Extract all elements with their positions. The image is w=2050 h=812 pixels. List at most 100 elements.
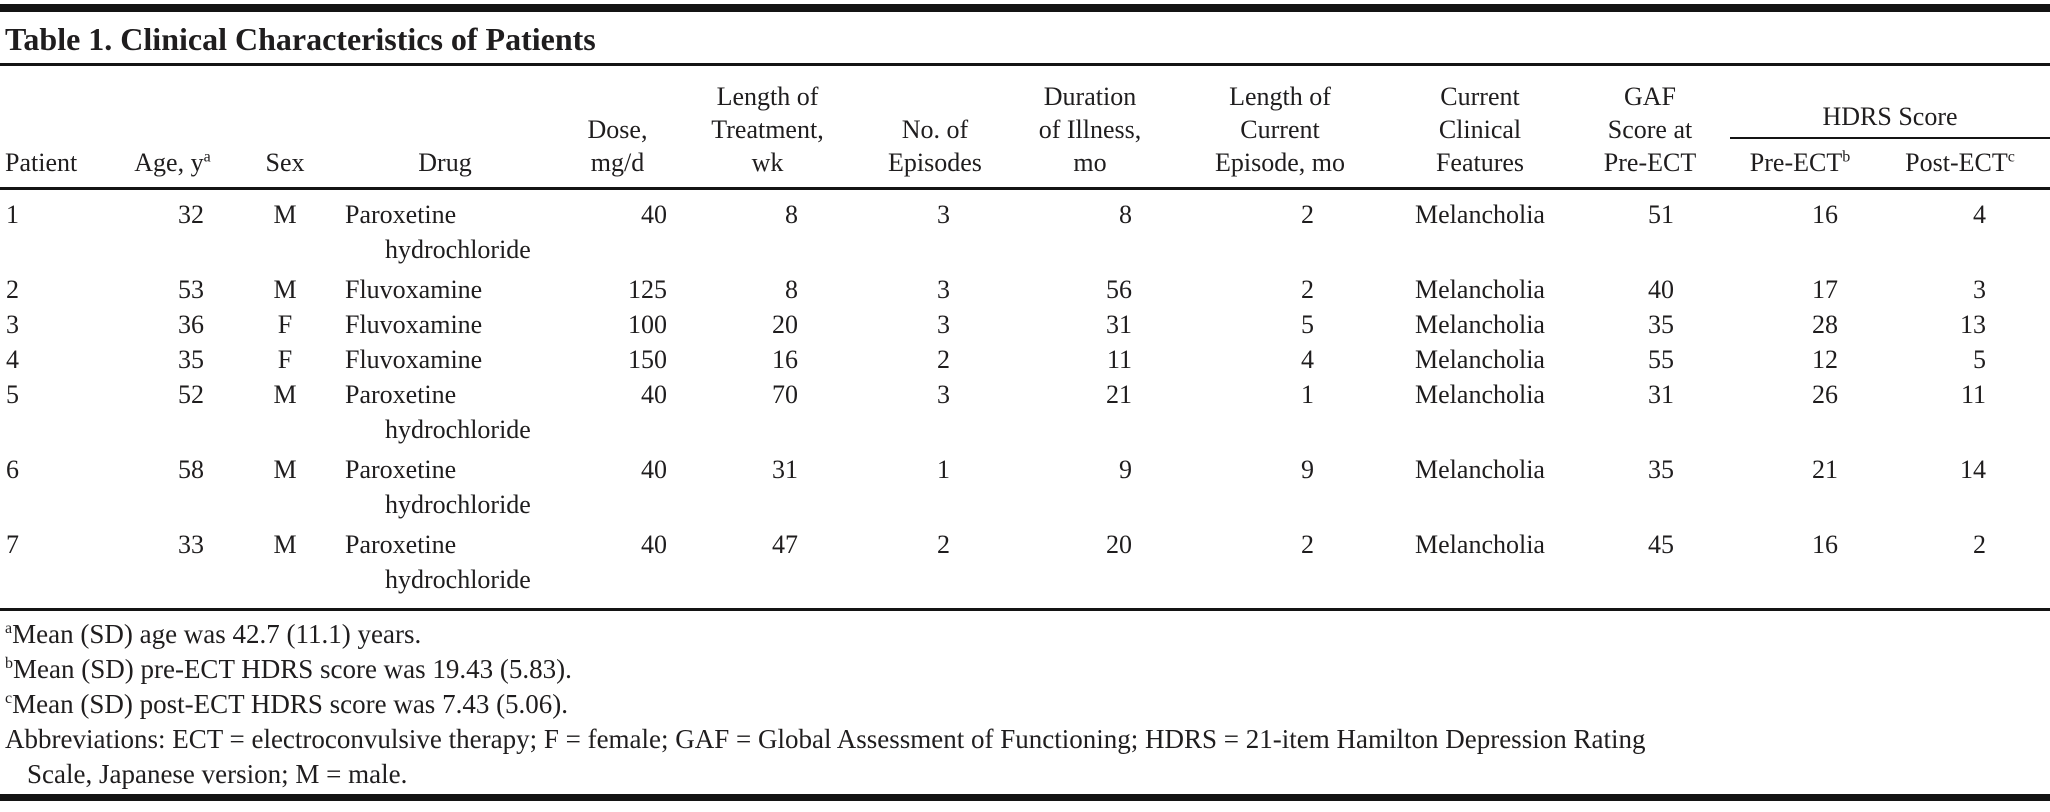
footnote-marker: a: [5, 619, 13, 637]
col-header-sex: Sex: [240, 66, 330, 190]
col-header-treatment-length: Length of Treatment, wk: [675, 66, 860, 190]
cell-illness-months: 31: [1106, 309, 1132, 339]
footnote-text: Mean (SD) age was 42.7 (11.1) years.: [12, 618, 422, 649]
footnote-marker: b: [5, 654, 13, 672]
cell-sex: M: [273, 274, 297, 304]
col-header-label: No. of Episodes: [888, 114, 982, 177]
cell-drug: Paroxetine hydrochloride: [330, 377, 560, 452]
col-header-label: HDRS Score: [1822, 102, 1958, 131]
drug-name-line1: Paroxetine: [345, 199, 457, 229]
cell-sex: M: [273, 379, 297, 409]
cell-patient: 1: [6, 199, 19, 229]
cell-gaf-score: 45: [1648, 529, 1674, 559]
cell-clinical-features: Melancholia: [1415, 454, 1545, 484]
col-header-label: GAF Score at Pre-ECT: [1603, 81, 1697, 177]
cell-gaf-score: 55: [1648, 344, 1674, 374]
col-header-label: Pre-ECT: [1749, 147, 1843, 177]
drug-name-line1: Fluvoxamine: [345, 344, 483, 374]
cell-treatment-weeks: 16: [772, 344, 798, 374]
col-header-label: Age, y: [134, 147, 204, 177]
footnote-marker-c: c: [2007, 147, 2015, 165]
drug-name-line1: Paroxetine: [345, 379, 457, 409]
cell-illness-months: 9: [1119, 454, 1132, 484]
cell-hdrs-pre-ect: 16: [1812, 529, 1838, 559]
table-row: 6 58 M Paroxetine hydrochloride 40 31 1 9…: [0, 452, 2050, 527]
cell-illness-months: 8: [1119, 199, 1132, 229]
drug-name-line1: Fluvoxamine: [345, 309, 483, 339]
cell-gaf-score: 35: [1648, 454, 1674, 484]
cell-gaf-score: 40: [1648, 274, 1674, 304]
cell-episodes: 3: [937, 379, 950, 409]
cell-drug: Paroxetine hydrochloride: [330, 188, 560, 272]
cell-hdrs-pre-ect: 28: [1812, 309, 1838, 339]
cell-drug: Fluvoxamine: [330, 342, 560, 377]
col-header-illness-duration: Duration of Illness, mo: [1010, 66, 1170, 190]
cell-treatment-weeks: 8: [785, 199, 798, 229]
cell-age: 36: [178, 309, 204, 339]
cell-current-episode-months: 2: [1301, 529, 1314, 559]
cell-patient: 6: [6, 454, 19, 484]
cell-dose: 100: [628, 309, 667, 339]
cell-age: 35: [178, 344, 204, 374]
cell-patient: 7: [6, 529, 19, 559]
drug-name-line1: Paroxetine: [345, 454, 457, 484]
cell-drug: Paroxetine hydrochloride: [330, 527, 560, 610]
drug-name-line2: hydrochloride: [385, 414, 531, 444]
cell-gaf-score: 35: [1648, 309, 1674, 339]
cell-clinical-features: Melancholia: [1415, 309, 1545, 339]
cell-hdrs-post-ect: 2: [1973, 529, 1986, 559]
cell-age: 58: [178, 454, 204, 484]
cell-current-episode-months: 9: [1301, 454, 1314, 484]
cell-sex: F: [277, 309, 293, 339]
col-header-gaf-score: GAF Score at Pre-ECT: [1570, 66, 1730, 190]
cell-clinical-features: Melancholia: [1415, 344, 1545, 374]
col-header-hdrs-post-ect: Post-ECTc: [1870, 138, 2050, 190]
cell-dose: 150: [628, 344, 667, 374]
cell-dose: 40: [641, 529, 667, 559]
cell-hdrs-post-ect: 3: [1973, 274, 1986, 304]
cell-age: 33: [178, 529, 204, 559]
cell-episodes: 3: [937, 274, 950, 304]
cell-dose: 40: [641, 454, 667, 484]
table-body: 1 32 M Paroxetine hydrochloride 40 8 3 8 …: [0, 188, 2050, 609]
cell-hdrs-post-ect: 11: [1960, 379, 1986, 409]
clinical-characteristics-table: Patient Age, ya Sex Drug Dose, mg/d Leng…: [0, 66, 2050, 611]
cell-hdrs-post-ect: 13: [1960, 309, 1986, 339]
col-group-header-hdrs-score: HDRS Score: [1730, 66, 2050, 139]
cell-episodes: 2: [937, 529, 950, 559]
cell-current-episode-months: 2: [1301, 274, 1314, 304]
cell-drug: Fluvoxamine: [330, 307, 560, 342]
col-header-age: Age, ya: [105, 66, 240, 190]
col-header-label: Current Clinical Features: [1435, 81, 1525, 177]
col-header-label: Dose, mg/d: [587, 114, 648, 177]
cell-current-episode-months: 5: [1301, 309, 1314, 339]
cell-drug: Paroxetine hydrochloride: [330, 452, 560, 527]
footnote-marker-b: b: [1842, 147, 1851, 165]
cell-current-episode-months: 1: [1301, 379, 1314, 409]
cell-illness-months: 11: [1106, 344, 1132, 374]
footnote-text-continuation: Scale, Japanese version; M = male.: [27, 758, 408, 789]
cell-age: 53: [178, 274, 204, 304]
cell-hdrs-pre-ect: 16: [1812, 199, 1838, 229]
col-header-clinical-features: Current Clinical Features: [1390, 66, 1570, 190]
cell-treatment-weeks: 47: [772, 529, 798, 559]
cell-episodes: 2: [937, 344, 950, 374]
footnote-b: bMean (SD) pre-ECT HDRS score was 19.43 …: [5, 652, 2050, 687]
col-header-hdrs-pre-ect: Pre-ECTb: [1730, 138, 1870, 190]
cell-clinical-features: Melancholia: [1415, 199, 1545, 229]
col-header-label: Length of Treatment, wk: [711, 81, 824, 177]
cell-dose: 40: [641, 379, 667, 409]
footnote-text: Mean (SD) pre-ECT HDRS score was 19.43 (…: [13, 653, 572, 684]
cell-treatment-weeks: 31: [772, 454, 798, 484]
drug-name-line2: hydrochloride: [385, 234, 531, 264]
cell-hdrs-post-ect: 14: [1960, 454, 1986, 484]
drug-name-line1: Fluvoxamine: [345, 274, 483, 304]
table-row: 2 53 M Fluvoxamine 125 8 3 56 2 Melancho…: [0, 272, 2050, 307]
col-header-current-episode-length: Length of Current Episode, mo: [1170, 66, 1390, 190]
cell-current-episode-months: 4: [1301, 344, 1314, 374]
col-header-episodes: No. of Episodes: [860, 66, 1010, 190]
cell-illness-months: 20: [1106, 529, 1132, 559]
footnote-marker: c: [5, 689, 13, 707]
table-title-text: Table 1. Clinical Characteristics of Pat…: [5, 21, 596, 57]
table-row: 4 35 F Fluvoxamine 150 16 2 11 4 Melanch…: [0, 342, 2050, 377]
